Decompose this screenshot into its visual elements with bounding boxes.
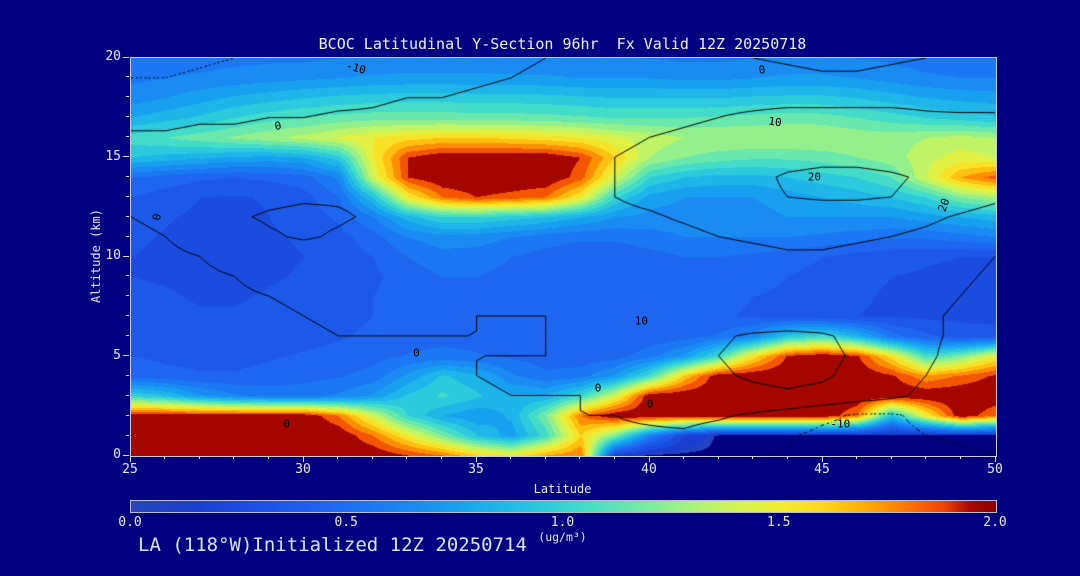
y-axis-major-tick <box>123 454 129 456</box>
x-axis-minor-tick <box>233 456 235 459</box>
y-axis-minor-tick <box>126 295 129 297</box>
x-axis-minor-tick <box>510 456 512 459</box>
contour-label: 10 <box>767 114 783 130</box>
y-axis-minor-tick <box>126 275 129 277</box>
colorbar-tick-label: 1.0 <box>550 515 575 530</box>
colorbar-units-label: (ug/m³) <box>538 530 587 544</box>
x-axis-minor-tick <box>752 456 754 459</box>
y-tick-label: 20 <box>105 49 121 64</box>
y-tick-label: 15 <box>105 148 121 164</box>
x-axis-minor-tick <box>856 456 858 459</box>
x-axis-minor-tick <box>337 456 339 459</box>
y-axis-major-tick <box>123 255 129 257</box>
y-axis-major-tick <box>123 156 129 157</box>
y-axis-major-tick <box>123 355 129 356</box>
y-axis-minor-tick <box>126 76 129 78</box>
y-tick-label: 10 <box>105 248 121 263</box>
x-axis-minor-tick <box>717 456 719 459</box>
y-axis-minor-tick <box>126 434 129 436</box>
contour-label: 0 <box>594 381 602 395</box>
y-tick-label: 0 <box>113 447 121 462</box>
y-axis-minor-tick <box>126 414 129 416</box>
x-tick-label: 50 <box>987 462 1003 477</box>
x-axis-minor-tick <box>198 456 200 459</box>
y-axis-minor-tick <box>126 96 129 98</box>
x-axis-minor-tick <box>925 456 927 459</box>
x-axis-major-tick <box>129 456 131 462</box>
colorbar-tick-label: 0.0 <box>118 515 142 530</box>
x-axis-minor-tick <box>164 456 166 459</box>
plot-area: -10 0 0 10 20 20 0 0 10 0 0 -10 0 <box>130 57 997 457</box>
contour-label: 20 <box>807 170 821 184</box>
x-axis-major-tick <box>821 456 823 462</box>
y-axis-minor-tick <box>126 235 129 237</box>
contour-label: 0 <box>283 417 290 431</box>
x-axis-minor-tick <box>683 456 685 459</box>
x-axis-minor-tick <box>786 456 788 459</box>
y-axis-minor-tick <box>126 215 129 217</box>
x-axis-minor-tick <box>613 456 615 459</box>
x-axis-major-tick <box>648 456 650 462</box>
contour-label: -10 <box>830 417 851 431</box>
y-axis-minor-tick <box>126 315 129 317</box>
y-axis-minor-tick <box>126 394 129 396</box>
y-axis-minor-tick <box>126 116 129 118</box>
x-axis-minor-tick <box>371 456 373 459</box>
y-axis-minor-tick <box>126 195 129 197</box>
y-axis-minor-tick <box>126 136 129 138</box>
x-axis-minor-tick <box>959 456 961 459</box>
x-axis-minor-tick <box>267 456 269 459</box>
colorbar-tick-label: 1.5 <box>767 515 791 530</box>
colorbar <box>130 500 997 513</box>
x-axis-minor-tick <box>440 456 442 459</box>
x-tick-label: 45 <box>814 462 830 477</box>
x-axis-major-tick <box>475 456 477 462</box>
x-tick-label: 30 <box>295 462 311 477</box>
contour-label: 10 <box>634 314 648 328</box>
contour-label: 0 <box>413 346 420 360</box>
chart-title: BCOC Latitudinal Y-Section 96hr Fx Valid… <box>318 35 807 53</box>
x-axis-major-tick <box>302 456 304 462</box>
colorbar-tick-label: 2.0 <box>983 515 1007 530</box>
y-axis-major-tick <box>123 56 129 58</box>
init-info-text: LA (118°W)Initialized 12Z 20250714 <box>138 534 527 556</box>
y-axis-label: Altitude (km) <box>89 209 103 303</box>
y-tick-label: 5 <box>113 347 121 363</box>
x-tick-label: 40 <box>641 462 657 477</box>
y-axis-minor-tick <box>126 374 129 376</box>
colorbar-tick-label: 0.5 <box>334 515 358 530</box>
y-axis-minor-tick <box>126 175 129 177</box>
x-axis-minor-tick <box>579 456 581 459</box>
x-axis-minor-tick <box>406 456 408 459</box>
y-axis-minor-tick <box>126 335 129 337</box>
x-tick-label: 35 <box>468 462 484 477</box>
x-tick-label: 25 <box>122 462 138 477</box>
x-axis-label: Latitude <box>533 482 592 496</box>
x-axis-major-tick <box>994 456 996 462</box>
heatmap-canvas <box>131 58 996 456</box>
contour-label: 0 <box>646 397 654 411</box>
x-axis-minor-tick <box>890 456 892 459</box>
x-axis-minor-tick <box>544 456 546 459</box>
